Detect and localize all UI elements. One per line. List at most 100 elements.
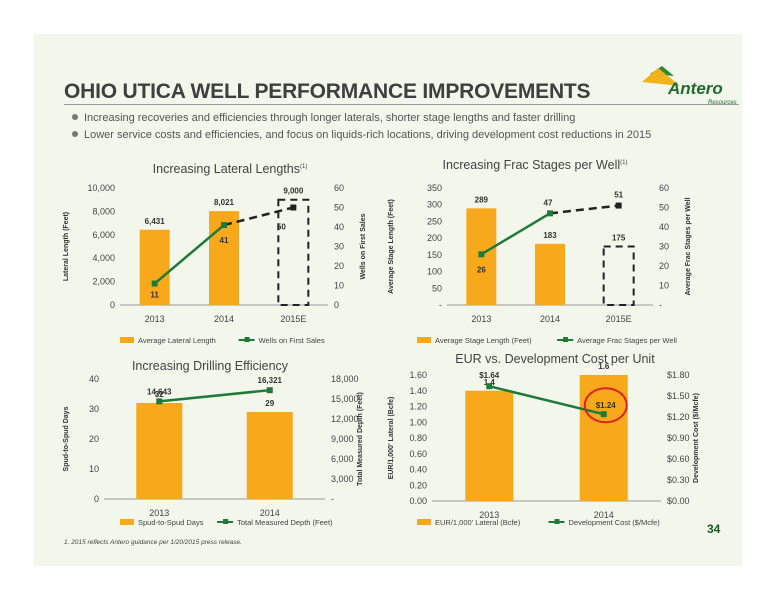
chart-title: Increasing Frac Stages per Well(1) xyxy=(443,158,628,172)
legend-label: Total Measured Depth (Feet) xyxy=(237,518,333,527)
line-marker xyxy=(547,210,553,217)
logo-text: Antero xyxy=(667,79,723,98)
line-value-label: 11 xyxy=(150,291,159,300)
y2-tick-label: 20 xyxy=(334,261,344,271)
legend-bar-swatch xyxy=(120,337,134,343)
line-value-label: 14,643 xyxy=(147,387,172,396)
x-tick-label: 2015E xyxy=(606,314,632,324)
line-segment xyxy=(153,224,225,285)
antero-logo: Antero Resources xyxy=(642,66,737,106)
legend-label: Average Frac Stages per Well xyxy=(577,336,677,345)
y2-tick-label: 40 xyxy=(334,222,344,232)
y-axis-label: Average Stage Length (Feet) xyxy=(388,199,395,294)
legend-line-marker xyxy=(563,337,569,342)
chart-title: Increasing Drilling Efficiency xyxy=(132,359,289,373)
y2-tick-label: 9,000 xyxy=(331,434,354,444)
chart-legend: Spud-to-Spud Days Total Measured Depth (F… xyxy=(120,518,333,527)
line-marker xyxy=(600,411,607,418)
logo-subtext: Resources xyxy=(708,100,737,106)
y-tick-label: 200 xyxy=(427,233,442,243)
bar-value-label: 1.6 xyxy=(598,362,610,371)
chart-title: Increasing Lateral Lengths(1) xyxy=(153,162,308,176)
line-marker xyxy=(156,398,163,405)
y2-tick-label: 18,000 xyxy=(331,374,359,384)
chart-eur-vs-cost: EUR vs. Development Cost per Unit 0.00 0.2… xyxy=(388,352,700,527)
y2-tick-label: 60 xyxy=(659,183,669,193)
chart-frac-stages: Increasing Frac Stages per Well(1) - 50 100… xyxy=(388,158,692,345)
bar xyxy=(535,243,565,305)
y2-tick-label: $1.50 xyxy=(667,391,690,401)
legend-label: Average Lateral Length xyxy=(138,336,216,345)
y2-tick-label: 3,000 xyxy=(331,474,354,484)
x-tick-label: 2014 xyxy=(214,314,234,324)
y2-tick-label: 60 xyxy=(334,183,344,193)
bullet-text: Lower service costs and efficiencies, an… xyxy=(84,129,652,141)
chart-lateral-lengths: Increasing Lateral Lengths(1) 0 2,000 4,000… xyxy=(63,162,367,345)
line-marker xyxy=(151,280,158,287)
legend-label: EUR/1,000' Lateral (Bcfe) xyxy=(435,518,521,527)
y2-tick-label: 30 xyxy=(334,242,344,252)
y2-tick-label: - xyxy=(331,494,334,504)
line-value-label: 50 xyxy=(277,223,286,232)
y-axis-label: Spud-to-Spud Days xyxy=(63,406,70,471)
y-tick-label: 0.00 xyxy=(409,496,427,506)
y-tick-label: 0.40 xyxy=(409,465,427,475)
legend-line-marker xyxy=(223,519,229,524)
bar-value-label: 29 xyxy=(265,399,274,408)
bar-value-label: 6,431 xyxy=(145,217,166,226)
y2-axis-label: Wells on First Sales xyxy=(360,213,367,279)
legend-label: Spud-to-Spud Days xyxy=(138,518,204,527)
line-value-label: 26 xyxy=(477,265,486,274)
footnote: 1. 2015 reflects Antero guidance per 1/2… xyxy=(64,539,242,546)
line-segment xyxy=(480,212,551,256)
line-value-label: 47 xyxy=(544,198,553,207)
legend-label: Average Stage Length (Feet) xyxy=(435,336,532,345)
y2-tick-label: 40 xyxy=(659,222,669,232)
y-tick-label: 20 xyxy=(89,434,99,444)
x-tick-label: 2014 xyxy=(540,314,560,324)
logo-sun-icon xyxy=(642,68,680,86)
y-tick-label: 1.00 xyxy=(409,417,427,427)
bar xyxy=(136,403,183,499)
bar-value-label: 32 xyxy=(155,390,164,399)
chart-legend: EUR/1,000' Lateral (Bcfe) Development Cos… xyxy=(417,518,660,527)
y2-tick-label: 10 xyxy=(659,281,669,291)
y2-tick-label: 6,000 xyxy=(331,454,354,464)
y-tick-label: 1.60 xyxy=(409,370,427,380)
legend-bar-swatch xyxy=(417,337,431,343)
bar-value-label: 1.4 xyxy=(484,378,496,387)
y-tick-label: 350 xyxy=(427,183,442,193)
y-tick-label: 250 xyxy=(427,216,442,226)
line-marker xyxy=(615,202,622,209)
y-tick-label: 0.20 xyxy=(409,480,427,490)
chart-legend: Average Stage Length (Feet) Average Frac … xyxy=(417,336,677,345)
bar xyxy=(139,229,170,305)
bar xyxy=(246,412,293,499)
y-axis-label: EUR/1,000' Lateral (Bcfe) xyxy=(388,397,395,480)
y2-tick-label: 10 xyxy=(334,281,344,291)
y2-tick-label: 12,000 xyxy=(331,414,359,424)
y2-tick-label: $0.60 xyxy=(667,454,690,464)
y-tick-label: 300 xyxy=(427,200,442,210)
x-tick-label: 2013 xyxy=(479,510,499,520)
legend-bar-swatch xyxy=(120,519,134,525)
y2-tick-label: 30 xyxy=(659,242,669,252)
line-value-label: $1.24 xyxy=(596,401,617,410)
page-number: 34 xyxy=(707,522,721,536)
bar xyxy=(465,390,514,501)
line-marker xyxy=(478,251,485,258)
title-divider xyxy=(64,104,739,105)
y-tick-label: 50 xyxy=(432,283,442,293)
x-tick-label: 2013 xyxy=(149,508,169,518)
bullet-1: Increasing recoveries and efficiencies t… xyxy=(72,112,575,124)
line-value-label: 51 xyxy=(614,191,623,200)
line-marker xyxy=(221,222,227,229)
bullet-text: Increasing recoveries and efficiencies t… xyxy=(84,112,576,124)
line-marker xyxy=(290,204,297,211)
x-tick-label: 2014 xyxy=(594,510,614,520)
line-segment xyxy=(159,388,270,403)
y-tick-label: 8,000 xyxy=(92,206,115,216)
y2-tick-label: 15,000 xyxy=(331,394,359,404)
x-tick-label: 2014 xyxy=(260,508,280,518)
y2-tick-label: $1.20 xyxy=(667,412,690,422)
